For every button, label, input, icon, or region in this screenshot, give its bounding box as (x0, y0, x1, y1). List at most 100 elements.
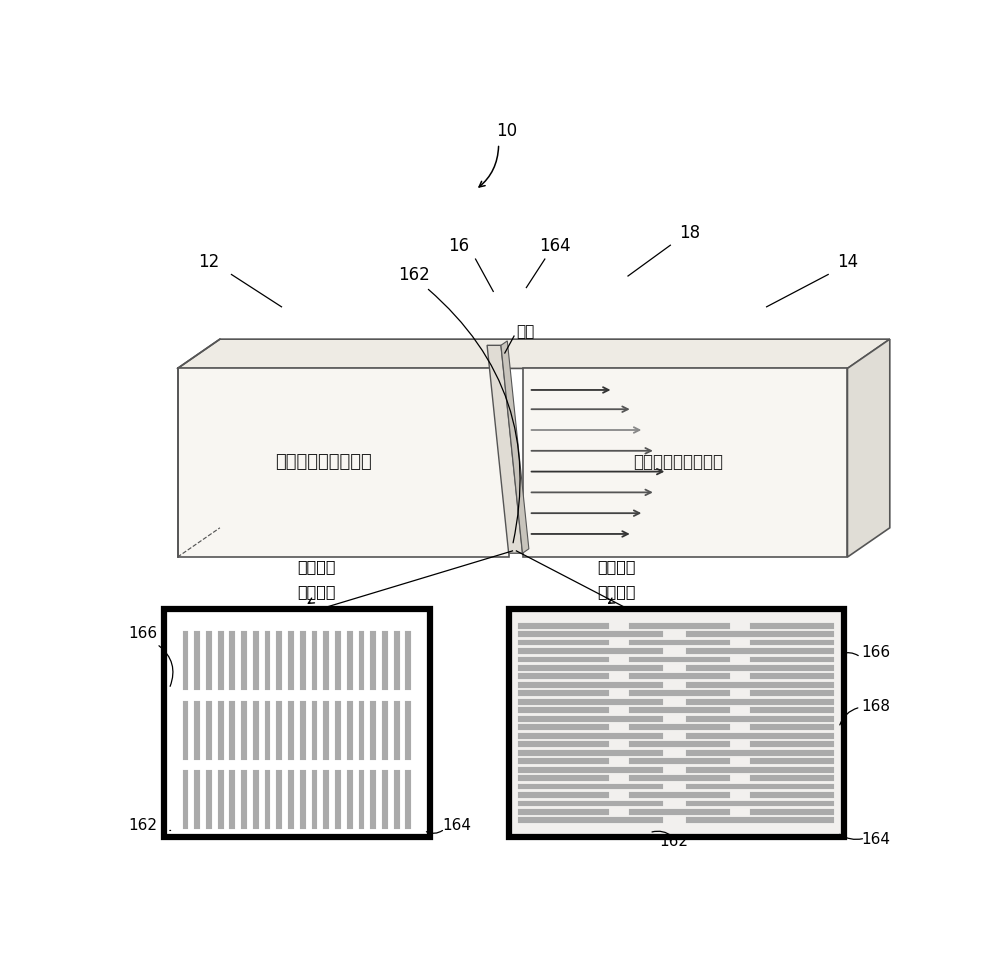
Text: 166: 166 (128, 626, 157, 641)
Polygon shape (487, 345, 523, 553)
Polygon shape (312, 770, 317, 829)
Polygon shape (518, 724, 609, 730)
Polygon shape (394, 770, 400, 829)
Polygon shape (405, 701, 411, 760)
Polygon shape (518, 665, 663, 671)
Polygon shape (229, 701, 235, 760)
Polygon shape (686, 784, 834, 789)
Polygon shape (312, 701, 317, 760)
Polygon shape (686, 801, 834, 807)
Polygon shape (347, 631, 353, 690)
Polygon shape (750, 775, 834, 781)
Polygon shape (750, 759, 834, 764)
Polygon shape (518, 784, 663, 789)
Polygon shape (183, 631, 188, 690)
Polygon shape (686, 699, 834, 705)
Polygon shape (253, 701, 259, 760)
Polygon shape (382, 770, 388, 829)
Polygon shape (335, 701, 341, 760)
Polygon shape (686, 682, 834, 688)
Polygon shape (347, 701, 353, 760)
Polygon shape (323, 770, 329, 829)
Polygon shape (312, 631, 317, 690)
Polygon shape (686, 766, 834, 773)
Polygon shape (359, 631, 364, 690)
Text: 14: 14 (837, 253, 858, 270)
Polygon shape (629, 622, 730, 628)
Polygon shape (382, 631, 388, 690)
Polygon shape (629, 792, 730, 798)
Polygon shape (276, 701, 282, 760)
Polygon shape (750, 741, 834, 747)
Polygon shape (394, 701, 400, 760)
Polygon shape (518, 733, 663, 738)
Polygon shape (253, 631, 259, 690)
Polygon shape (300, 701, 306, 760)
Polygon shape (229, 631, 235, 690)
Polygon shape (206, 631, 212, 690)
Polygon shape (178, 339, 890, 368)
Polygon shape (750, 673, 834, 679)
Polygon shape (750, 690, 834, 696)
Polygon shape (288, 631, 294, 690)
Polygon shape (518, 622, 609, 628)
Polygon shape (750, 640, 834, 645)
Polygon shape (501, 340, 529, 553)
Text: 162: 162 (398, 266, 430, 284)
Polygon shape (178, 368, 509, 557)
Polygon shape (523, 368, 847, 557)
Text: 166: 166 (861, 645, 891, 660)
Polygon shape (288, 701, 294, 760)
Polygon shape (518, 775, 609, 781)
Polygon shape (750, 622, 834, 628)
Polygon shape (629, 741, 730, 747)
Polygon shape (518, 640, 609, 645)
Polygon shape (335, 770, 341, 829)
Polygon shape (288, 770, 294, 829)
Polygon shape (686, 733, 834, 738)
Polygon shape (686, 817, 834, 824)
Polygon shape (518, 708, 609, 713)
Text: 10: 10 (496, 122, 517, 140)
Polygon shape (509, 609, 844, 836)
Polygon shape (686, 665, 834, 671)
Polygon shape (241, 701, 247, 760)
Text: 现有技术: 现有技术 (297, 559, 335, 573)
Polygon shape (686, 631, 834, 637)
Polygon shape (750, 724, 834, 730)
Polygon shape (750, 657, 834, 663)
Polygon shape (300, 631, 306, 690)
Polygon shape (518, 631, 663, 637)
Text: 滤膜截面: 滤膜截面 (297, 584, 335, 599)
Polygon shape (629, 775, 730, 781)
Polygon shape (394, 631, 400, 690)
Polygon shape (686, 648, 834, 654)
Polygon shape (370, 701, 376, 760)
Polygon shape (629, 673, 730, 679)
Polygon shape (206, 701, 212, 760)
Polygon shape (518, 809, 609, 815)
Polygon shape (518, 648, 663, 654)
Text: 164: 164 (443, 818, 472, 833)
Polygon shape (686, 715, 834, 722)
Polygon shape (518, 766, 663, 773)
Polygon shape (370, 770, 376, 829)
Text: 168: 168 (861, 699, 890, 714)
Polygon shape (750, 792, 834, 798)
Polygon shape (335, 631, 341, 690)
Polygon shape (218, 770, 224, 829)
Text: 滤膜: 滤膜 (516, 324, 535, 339)
Polygon shape (347, 770, 353, 829)
Polygon shape (194, 701, 200, 760)
Text: 16: 16 (448, 238, 469, 255)
Polygon shape (518, 690, 609, 696)
Polygon shape (323, 631, 329, 690)
Polygon shape (750, 708, 834, 713)
Polygon shape (218, 701, 224, 760)
Polygon shape (629, 809, 730, 815)
Polygon shape (629, 759, 730, 764)
Text: 本发明的: 本发明的 (597, 559, 636, 573)
Polygon shape (382, 701, 388, 760)
Polygon shape (405, 631, 411, 690)
Text: 164: 164 (861, 832, 890, 847)
